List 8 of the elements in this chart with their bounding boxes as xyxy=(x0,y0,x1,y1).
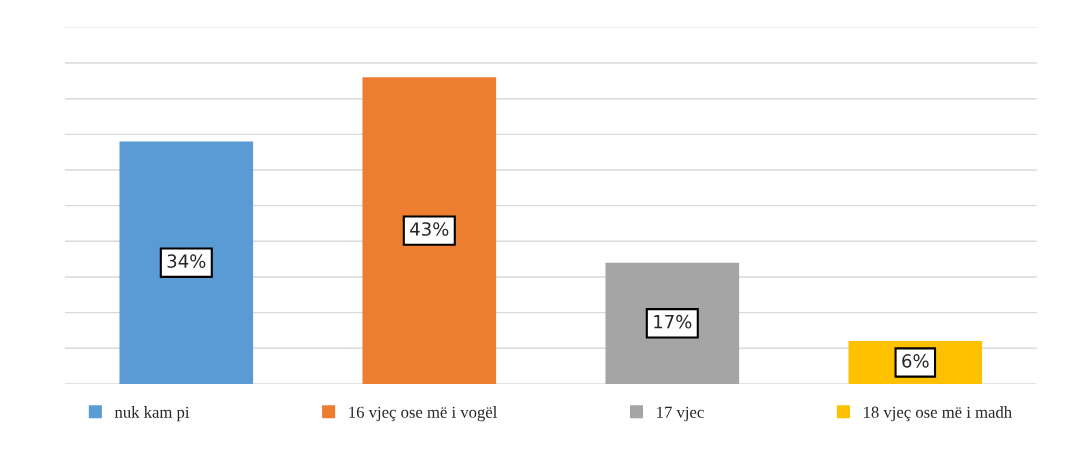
data-label: 34% xyxy=(167,254,206,268)
legend-label: 16 vjeç ose më i vogël xyxy=(349,406,497,422)
legend-label: 18 vjeç ose më i madh xyxy=(864,406,1012,422)
legend-label: 17 vjec xyxy=(657,406,704,422)
data-label: 43% xyxy=(410,222,449,236)
legend-label: nuk kam pi xyxy=(114,406,190,422)
data-label: 6% xyxy=(902,354,929,368)
data-label: 17% xyxy=(654,314,692,329)
